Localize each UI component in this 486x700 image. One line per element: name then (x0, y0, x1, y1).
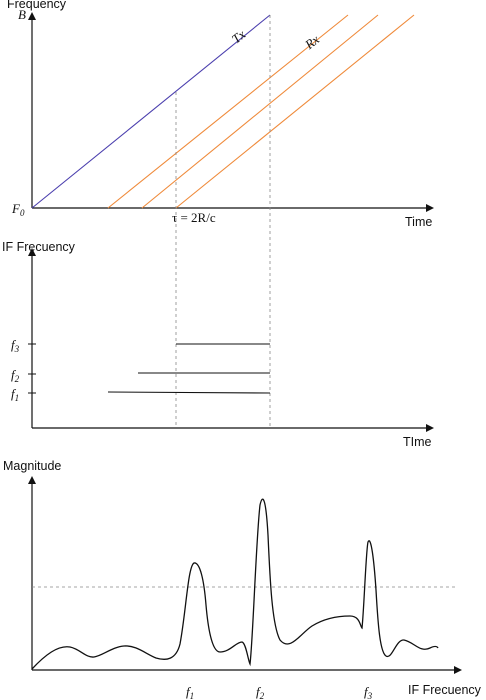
mid-label-f1: f1 (11, 386, 19, 403)
bottom-panel: Magnitude IF Frecuency f1 f2 f3 (3, 459, 482, 700)
bot-label-f1: f1 (186, 684, 194, 700)
rx-line-2 (141, 14, 379, 209)
top-y-origin-label: F0 (11, 201, 25, 218)
top-y-tick-b: B (18, 7, 26, 22)
bot-label-f2: f2 (256, 684, 265, 700)
tx-label: Tx (229, 26, 249, 46)
mid-y-axis-label: IF Frecuency (2, 240, 76, 254)
bot-y-axis-label: Magnitude (3, 459, 61, 473)
mid-x-axis-label: TIme (403, 435, 432, 449)
mid-label-f2: f2 (11, 367, 20, 384)
if-segment-f1 (107, 391, 271, 394)
top-x-axis-label: Time (405, 215, 432, 229)
bot-x-axis-label: IF Frecuency (408, 683, 482, 697)
rx-line-3 (175, 14, 415, 209)
mid-label-f3: f3 (11, 337, 20, 354)
tx-line (31, 14, 271, 209)
tau-label: τ = 2R/c (172, 210, 216, 225)
middle-panel: IF Frecuency TIme f3 f2 f1 (2, 240, 434, 449)
spectrum-curve (31, 498, 439, 670)
top-y-axis-label: Frequency (7, 0, 67, 11)
top-panel: Frequency B F0 Time Tx Rx τ = 2R/c (7, 0, 434, 229)
rx-line-1 (107, 14, 349, 209)
bot-label-f3: f3 (364, 684, 373, 700)
